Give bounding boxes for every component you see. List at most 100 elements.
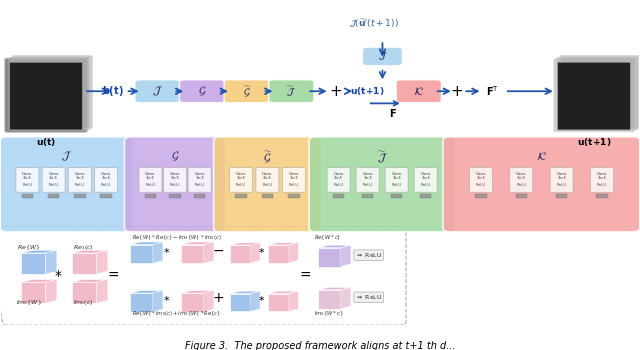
- Polygon shape: [45, 279, 57, 303]
- Text: $\mathcal{K}$: $\mathcal{K}$: [413, 85, 424, 97]
- Text: $\mathcal{K}$: $\mathcal{K}$: [536, 150, 547, 162]
- FancyBboxPatch shape: [560, 55, 640, 128]
- FancyBboxPatch shape: [356, 168, 379, 192]
- Polygon shape: [319, 248, 340, 267]
- Text: Conv
3×3: Conv 3×3: [556, 172, 567, 180]
- FancyBboxPatch shape: [0, 137, 133, 232]
- Text: $\widetilde{\mathcal{G}}$: $\widetilde{\mathcal{G}}$: [263, 150, 272, 166]
- FancyBboxPatch shape: [288, 194, 300, 198]
- Text: Conv
3×3: Conv 3×3: [22, 172, 33, 180]
- Polygon shape: [230, 245, 250, 263]
- FancyBboxPatch shape: [596, 194, 608, 198]
- Text: ReLU: ReLU: [516, 183, 526, 187]
- FancyBboxPatch shape: [554, 59, 634, 132]
- Text: Figure 3.  The proposed framework aligns at t+1 th d...: Figure 3. The proposed framework aligns …: [185, 341, 455, 350]
- FancyBboxPatch shape: [236, 194, 247, 198]
- Text: ReLU: ReLU: [262, 183, 273, 187]
- Polygon shape: [97, 250, 108, 274]
- FancyBboxPatch shape: [12, 55, 93, 128]
- FancyBboxPatch shape: [139, 168, 162, 192]
- FancyBboxPatch shape: [68, 168, 92, 192]
- FancyBboxPatch shape: [420, 194, 431, 198]
- Text: $*$: $*$: [54, 267, 63, 281]
- Text: $Im_0\{W*c\}$: $Im_0\{W*c\}$: [314, 309, 344, 318]
- Polygon shape: [319, 245, 351, 248]
- Polygon shape: [153, 242, 163, 263]
- Polygon shape: [319, 290, 340, 309]
- FancyBboxPatch shape: [309, 137, 455, 232]
- Text: $*$: $*$: [258, 294, 265, 304]
- Text: $Re\{W\}*Im_0(c)+Im_0\{W\}*Re\{c\}$: $Re\{W\}*Im_0(c)+Im_0\{W\}*Re\{c\}$: [132, 309, 221, 318]
- Text: $\mathbf{F}^\mathrm{T}$: $\mathbf{F}^\mathrm{T}$: [486, 84, 499, 98]
- Polygon shape: [204, 242, 214, 263]
- Text: $\Rightarrow$ ReLU: $\Rightarrow$ ReLU: [355, 251, 382, 259]
- Polygon shape: [45, 250, 57, 274]
- Polygon shape: [181, 242, 214, 245]
- FancyBboxPatch shape: [550, 168, 573, 192]
- Text: ReLU: ReLU: [597, 183, 607, 187]
- FancyBboxPatch shape: [327, 168, 350, 192]
- Polygon shape: [268, 245, 289, 263]
- Text: $\Rightarrow$ ReLU: $\Rightarrow$ ReLU: [355, 293, 382, 301]
- FancyBboxPatch shape: [6, 59, 86, 132]
- FancyBboxPatch shape: [194, 194, 205, 198]
- Text: $Im_0\{W\}$: $Im_0\{W\}$: [16, 298, 42, 307]
- Text: $Re\{W\}$: $Re\{W\}$: [17, 243, 40, 252]
- Polygon shape: [131, 245, 153, 263]
- FancyBboxPatch shape: [42, 168, 65, 192]
- FancyBboxPatch shape: [48, 194, 60, 198]
- Text: $Re_1(c)$: $Re_1(c)$: [72, 243, 93, 252]
- Polygon shape: [268, 294, 289, 312]
- FancyBboxPatch shape: [475, 194, 486, 198]
- Polygon shape: [131, 290, 163, 293]
- FancyBboxPatch shape: [269, 80, 314, 103]
- FancyBboxPatch shape: [510, 168, 532, 192]
- Text: $\mathbf{b(t)}$: $\mathbf{b(t)}$: [102, 84, 124, 98]
- Text: Conv
3×3: Conv 3×3: [333, 172, 344, 180]
- Text: Conv
3×3: Conv 3×3: [74, 172, 85, 180]
- Polygon shape: [268, 243, 298, 245]
- Text: $\mathcal{G}$: $\mathcal{G}$: [198, 85, 206, 98]
- FancyBboxPatch shape: [414, 168, 437, 192]
- Polygon shape: [131, 242, 163, 245]
- Polygon shape: [181, 245, 204, 263]
- Polygon shape: [181, 293, 204, 312]
- FancyBboxPatch shape: [362, 47, 403, 66]
- Text: Conv
3×3: Conv 3×3: [145, 172, 156, 180]
- Text: ReLU: ReLU: [476, 183, 486, 187]
- Text: Conv
3×3: Conv 3×3: [262, 172, 273, 180]
- Text: $\mathcal{G}$: $\mathcal{G}$: [171, 150, 179, 163]
- FancyBboxPatch shape: [188, 168, 211, 192]
- Text: Conv
3×3: Conv 3×3: [236, 172, 246, 180]
- Text: $+$: $+$: [330, 84, 342, 99]
- Text: $=$: $=$: [106, 267, 120, 281]
- Polygon shape: [230, 294, 250, 312]
- FancyBboxPatch shape: [557, 62, 630, 130]
- Polygon shape: [97, 279, 108, 303]
- Text: Conv
3×3: Conv 3×3: [195, 172, 205, 180]
- FancyBboxPatch shape: [396, 80, 442, 103]
- Text: $\mathcal{J}(\widetilde{\mathbf{u}}^\prime(t+1))$: $\mathcal{J}(\widetilde{\mathbf{u}}^\pri…: [349, 18, 399, 30]
- FancyBboxPatch shape: [170, 194, 180, 198]
- Text: ReLU: ReLU: [289, 183, 299, 187]
- FancyBboxPatch shape: [22, 194, 33, 198]
- Text: Conv
3×3: Conv 3×3: [476, 172, 486, 180]
- FancyBboxPatch shape: [164, 168, 186, 192]
- Text: ReLU: ReLU: [420, 183, 431, 187]
- FancyBboxPatch shape: [469, 168, 492, 192]
- Text: Conv
3×3: Conv 3×3: [49, 172, 59, 180]
- Polygon shape: [72, 250, 108, 253]
- FancyBboxPatch shape: [256, 168, 279, 192]
- Text: Conv
3×3: Conv 3×3: [596, 172, 607, 180]
- Text: Conv
3×3: Conv 3×3: [362, 172, 373, 180]
- Polygon shape: [250, 243, 260, 263]
- Text: $*$: $*$: [163, 294, 171, 304]
- Text: ReLU: ReLU: [557, 183, 567, 187]
- Text: ReLU: ReLU: [195, 183, 205, 187]
- FancyBboxPatch shape: [214, 137, 321, 232]
- Polygon shape: [72, 282, 97, 303]
- FancyBboxPatch shape: [10, 62, 83, 130]
- Polygon shape: [72, 253, 97, 274]
- FancyBboxPatch shape: [4, 58, 88, 133]
- FancyBboxPatch shape: [74, 194, 86, 198]
